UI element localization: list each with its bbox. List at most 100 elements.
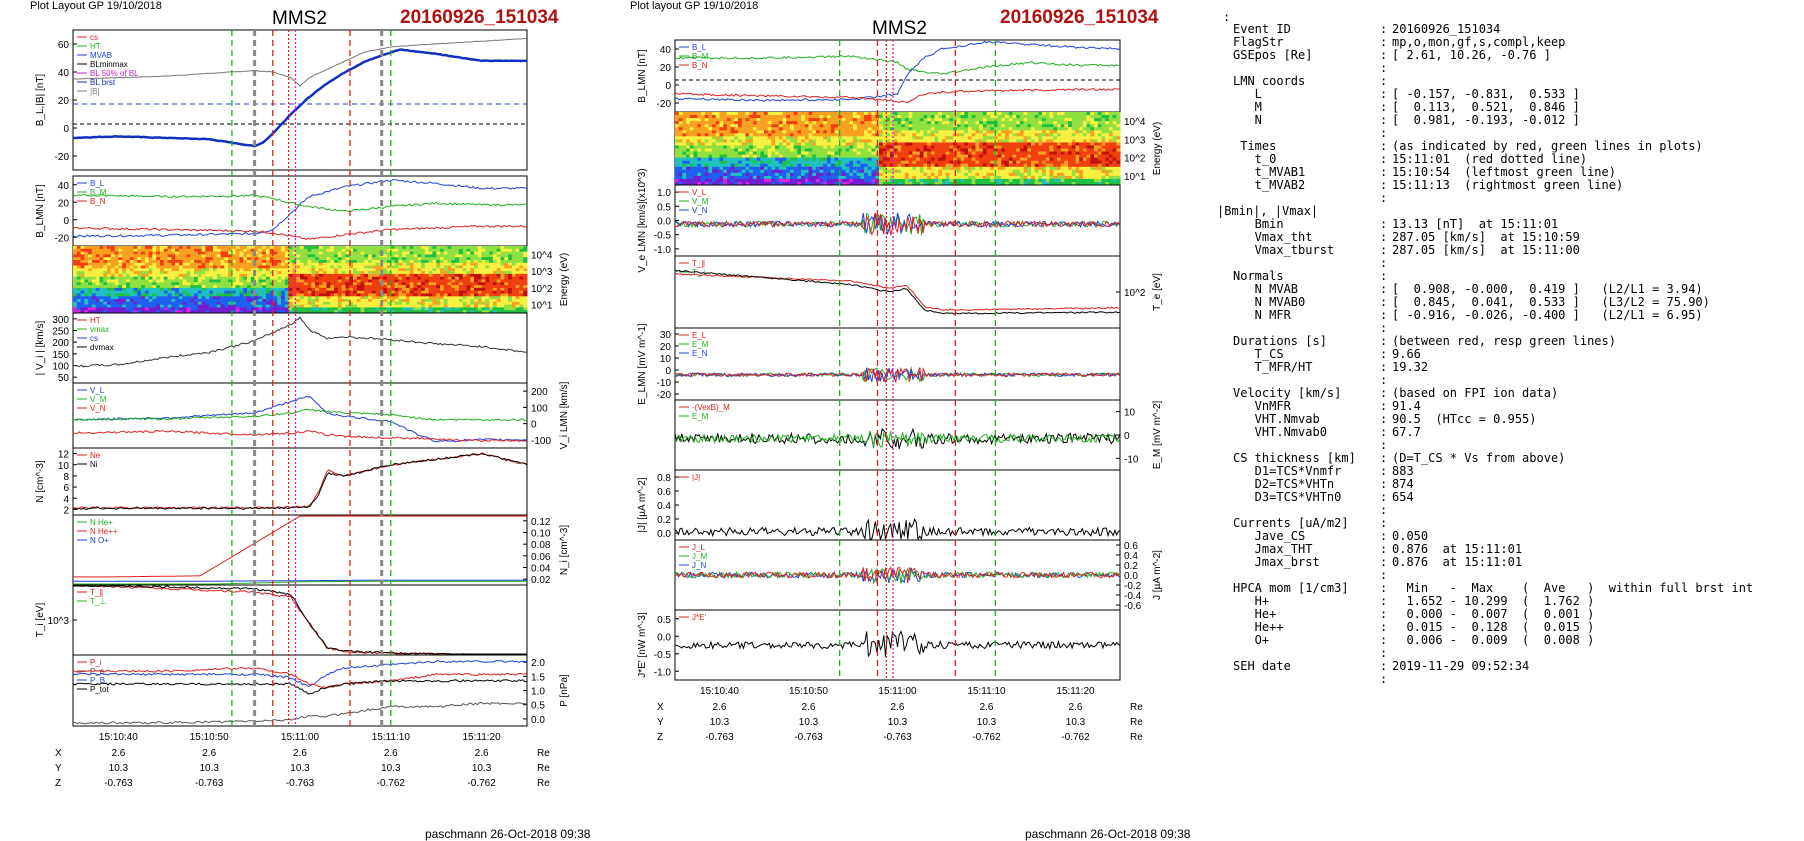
spectrogram-cell	[349, 265, 354, 269]
spectrogram-cell	[767, 127, 772, 131]
spectrogram-cell	[504, 260, 509, 264]
spectrogram-cell	[80, 296, 85, 300]
spectrogram-cell	[76, 307, 82, 311]
spectrogram-cell	[890, 157, 895, 162]
spectrogram-cell	[197, 296, 203, 300]
spectrogram-cell	[704, 166, 709, 171]
spectrogram-cell	[122, 296, 127, 300]
spectrogram-cell	[273, 271, 278, 275]
spectrogram-cell	[178, 310, 184, 314]
spectrogram-cell	[470, 251, 475, 255]
spectrogram-cell	[326, 282, 331, 286]
spectrogram-cell	[80, 282, 85, 286]
spectrogram-cell	[697, 142, 702, 146]
spectrogram-cell	[118, 265, 123, 269]
spectrogram-cell	[801, 121, 806, 125]
spectrogram-cell	[390, 260, 396, 264]
spectrogram-cell	[686, 160, 691, 165]
spectrogram-cell	[519, 279, 524, 283]
spectrogram-cell	[500, 246, 505, 250]
spectrogram-cell	[930, 139, 936, 143]
spectrogram-cell	[489, 290, 494, 294]
spectrogram-cell	[163, 246, 169, 250]
spectrogram-cell	[834, 145, 839, 149]
spectrogram-cell	[815, 166, 821, 171]
spectrogram-cell	[834, 133, 839, 137]
spectrogram-cell	[80, 257, 85, 261]
spectrogram-cell	[956, 172, 961, 177]
spectrogram-cell	[383, 248, 388, 253]
spectrogram-cell	[216, 310, 222, 314]
spectrogram-cell	[281, 304, 286, 308]
spectrogram-cell	[243, 248, 248, 253]
spectrogram-cell	[741, 136, 746, 140]
spectrogram-cell	[421, 251, 426, 255]
spectrogram-cell	[864, 112, 869, 116]
spectrogram-cell	[804, 172, 809, 177]
spectrogram-cell	[504, 271, 509, 275]
spectrogram-cell	[292, 246, 297, 250]
spectrogram-cell	[741, 169, 746, 174]
spectrogram-cell	[923, 148, 928, 152]
spectrogram-cell	[371, 268, 377, 272]
spectrogram-cell	[916, 142, 921, 146]
spectrogram-cell	[923, 182, 928, 186]
spectrogram-cell	[860, 127, 865, 131]
legend-entry: vmax	[90, 325, 109, 334]
spectrogram-cell	[137, 257, 142, 261]
spectrogram-cell	[462, 257, 467, 261]
spectrogram-cell	[930, 157, 936, 162]
y-tick-label: 40	[58, 68, 70, 79]
spectrogram-cell	[511, 262, 517, 267]
spectrogram-cell	[481, 276, 486, 280]
spectrogram-cell	[375, 301, 380, 306]
spectrogram-cell	[701, 115, 706, 119]
spectrogram-cell	[311, 293, 316, 297]
spectrogram-cell	[103, 268, 108, 272]
spectrogram-cell	[345, 251, 350, 255]
spectrogram-cell	[455, 276, 460, 280]
spectrogram-cell	[413, 251, 418, 255]
spectrogram-cell	[797, 130, 802, 134]
spectrogram-cell	[341, 273, 346, 278]
spectrogram-cell	[504, 273, 509, 278]
spectrogram-cell	[182, 271, 187, 275]
spectrogram-cell	[730, 145, 735, 149]
spectrogram-cell	[771, 148, 776, 152]
spectrogram-cell	[95, 287, 100, 292]
spectrogram-cell	[296, 271, 301, 275]
spectrogram-cell	[451, 282, 456, 286]
spectrogram-cell	[375, 310, 380, 314]
spectrogram-cell	[701, 139, 706, 143]
spectrogram-cell	[511, 279, 517, 283]
spectrogram-cell	[508, 260, 513, 264]
spectrogram-cell	[492, 246, 498, 250]
spectrogram-cell	[171, 246, 176, 250]
spectrogram-cell	[760, 178, 765, 183]
spectrogram-cell	[778, 163, 783, 168]
spectrogram-cell	[148, 282, 153, 286]
spectrogram-cell	[224, 301, 229, 306]
spectrogram-cell	[186, 310, 191, 314]
spectrogram-cell	[455, 257, 460, 261]
spectrogram-cell	[281, 254, 286, 258]
spectrogram-cell	[122, 257, 127, 261]
spectrogram-cell	[194, 246, 199, 250]
spectrogram-cell	[262, 246, 267, 250]
spectrogram-cell	[163, 271, 169, 275]
spectrogram-cell	[160, 265, 165, 269]
spectrogram-cell	[243, 251, 248, 255]
spectrogram-cell	[171, 260, 176, 264]
spectrogram-cell	[114, 271, 119, 275]
spectrogram-cell	[508, 287, 513, 292]
spectrogram-cell	[73, 290, 78, 294]
spectrogram-cell	[500, 287, 505, 292]
spectrogram-cell	[428, 276, 433, 280]
spectrogram-cell	[88, 248, 93, 253]
spectrogram-cell	[712, 133, 717, 137]
spectrogram-cell	[701, 133, 706, 137]
spectrogram-cell	[205, 290, 210, 294]
spectrogram-cell	[871, 163, 876, 168]
spectrogram-cell	[144, 260, 150, 264]
spectrogram-cell	[841, 121, 847, 125]
